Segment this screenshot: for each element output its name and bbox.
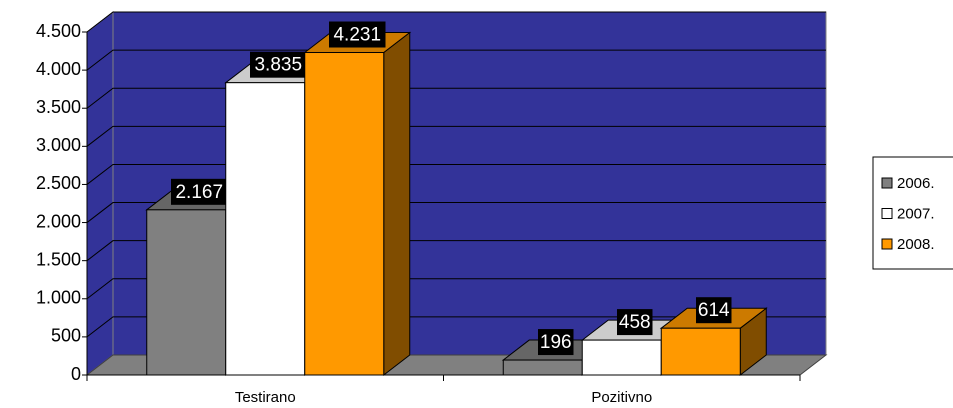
grid-line: [86, 11, 826, 33]
legend-swatch: [881, 208, 893, 219]
data-label: 614: [698, 300, 730, 321]
legend-label: 2007.: [897, 205, 935, 222]
grid-line: [86, 163, 826, 185]
data-label-bg: [538, 329, 574, 356]
data-label: 3.835: [254, 55, 302, 76]
y-tick-label: 500: [51, 326, 81, 346]
y-tick-label: 4.500: [36, 21, 81, 41]
bar-front: [660, 327, 741, 376]
bar-side: [383, 31, 411, 377]
data-label-bg: [329, 21, 386, 48]
y-tick-label: 1.500: [36, 249, 81, 269]
legend-swatch: [881, 177, 893, 189]
bar-front: [146, 209, 227, 376]
y-tick-label: 3.500: [36, 97, 81, 117]
data-label: 196: [540, 332, 572, 353]
y-tick-label: 1.000: [36, 288, 81, 308]
bar-front: [304, 52, 385, 376]
y-tick-label: 3.000: [36, 135, 81, 155]
bar: [303, 31, 412, 377]
data-label-bg: [171, 178, 228, 205]
grid-line: [86, 240, 826, 262]
y-tick-label: 0: [71, 364, 81, 384]
data-label: 2.167: [175, 182, 223, 203]
grid-line: [86, 278, 826, 300]
x-tick-label: Pozitivno: [591, 389, 652, 406]
bar-front: [581, 339, 662, 376]
grid-line: [86, 87, 826, 109]
legend-swatch: [881, 238, 893, 250]
data-label: 458: [619, 312, 651, 333]
data-label-bg: [617, 309, 653, 336]
grid-line: [86, 316, 826, 338]
data-label-bg: [250, 51, 307, 78]
y-tick-label: 2.500: [36, 173, 81, 193]
data-label: 4.231: [333, 25, 381, 46]
grid-line: [86, 125, 826, 147]
data-label-bg: [696, 297, 732, 324]
x-tick-label: Testirano: [235, 389, 296, 406]
bar-front: [225, 82, 306, 376]
bar: [659, 307, 768, 377]
legend-label: 2006.: [897, 175, 935, 192]
grid-line: [86, 49, 826, 71]
legend-label: 2008.: [897, 236, 935, 253]
bar-front: [502, 359, 583, 376]
y-tick-label: 2.000: [36, 211, 81, 231]
y-tick-label: 4.000: [36, 59, 81, 79]
grid-line: [86, 202, 826, 223]
side-wall: [86, 10, 114, 377]
